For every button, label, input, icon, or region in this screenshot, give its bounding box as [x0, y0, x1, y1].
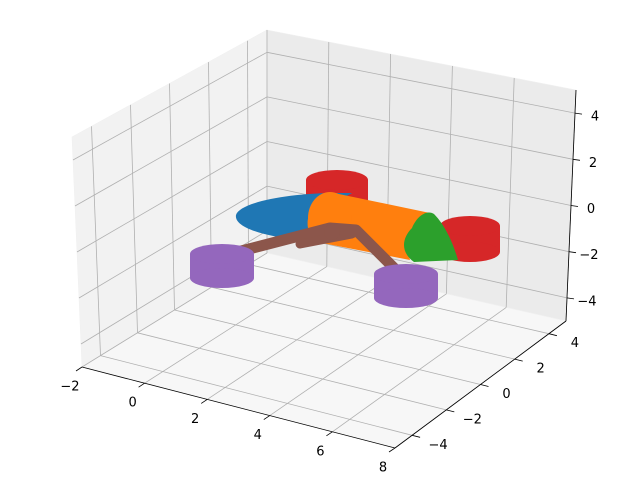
- z-grid-line-left: [74, 96, 268, 207]
- y-grid-line-floor: [137, 332, 447, 411]
- z-tick-label: −2: [579, 248, 598, 263]
- z-tick-label: 2: [589, 156, 597, 171]
- z-grid-line-left: [78, 185, 268, 299]
- z-grid-line-back: [266, 141, 572, 206]
- x-tick-mark: [388, 447, 396, 453]
- y-tick-label: −4: [429, 438, 448, 453]
- tick-labels: −2 0 2 4 6 8 −4 −2 0 2 4 −4 −2 0 2 4: [60, 110, 599, 476]
- y-tick-label: −2: [463, 412, 482, 427]
- y-tick-mark: [548, 333, 557, 337]
- rotor-disc-upper-top: [306, 170, 368, 190]
- x-axis-line: [81, 366, 396, 449]
- axis-lines: [75, 89, 583, 453]
- z-tick-label: 0: [587, 202, 595, 217]
- x-tick-label: 8: [379, 461, 387, 476]
- y-grid-line-floor: [211, 286, 515, 360]
- rotor-disc-right-top: [440, 216, 500, 236]
- x-tick-label: −2: [60, 380, 79, 395]
- x-tick-label: 4: [254, 428, 262, 443]
- x-tick-mark: [326, 431, 333, 437]
- x-tick-label: 6: [316, 444, 324, 459]
- rotor-disc-front-bottom: [374, 288, 438, 308]
- x-tick-mark: [75, 366, 83, 372]
- y-grid-line-floor: [174, 309, 481, 385]
- y-tick-mark: [480, 384, 489, 387]
- x-tick-mark: [263, 415, 271, 420]
- y-tick-label: 2: [537, 362, 545, 377]
- arm-hub: [324, 224, 340, 240]
- x-tick-label: 0: [128, 396, 136, 411]
- rotor-disc-left: [190, 244, 254, 288]
- z-tick-mark: [572, 158, 581, 161]
- z-tick-label: 4: [591, 110, 599, 125]
- y-tick-mark: [446, 409, 455, 413]
- z-tick-label: −4: [577, 294, 596, 309]
- x-tick-mark: [200, 399, 208, 404]
- y-tick-label: 0: [502, 387, 510, 402]
- z-tick-mark: [566, 297, 575, 300]
- tail-cone: [404, 212, 458, 262]
- plot-objects: [190, 170, 500, 308]
- rotor-disc-front: [374, 264, 438, 308]
- x-tick-mark: [138, 382, 145, 388]
- rotor-disc-left-top: [190, 244, 254, 264]
- y-tick-mark: [412, 434, 421, 438]
- rotor-disc-left-bottom: [190, 268, 254, 288]
- z-tick-mark: [570, 205, 579, 207]
- y-tick-mark: [514, 358, 523, 362]
- z-tick-mark: [574, 112, 583, 115]
- y-tick-label: 4: [571, 336, 579, 351]
- z-grid-line-left: [72, 51, 268, 161]
- z-grid-line-back: [266, 96, 574, 160]
- arm: [295, 229, 357, 249]
- y-grid-line-floor: [100, 355, 413, 436]
- z-tick-mark: [568, 251, 577, 254]
- arm: [208, 222, 412, 286]
- z-grid-line-back: [266, 51, 576, 114]
- x-tick-label: 2: [191, 412, 199, 427]
- rotor-disc-front-top: [374, 264, 438, 284]
- z-grid-line-left: [76, 141, 268, 253]
